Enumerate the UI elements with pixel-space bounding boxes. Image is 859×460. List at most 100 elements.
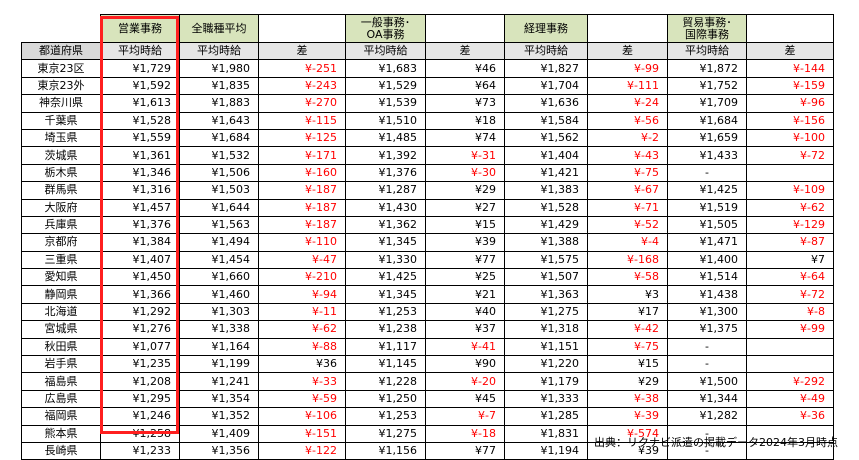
diff-cell: ¥1,704 — [504, 76, 588, 96]
wage-cell: ¥1,235 — [100, 355, 180, 374]
column-header: 平均時給 — [667, 41, 747, 61]
wage-cell: ¥-2 — [587, 128, 668, 148]
prefecture-cell: 埼玉県 — [21, 128, 101, 148]
wage-cell: ¥1,295 — [100, 389, 180, 409]
diff-cell: ¥1,529 — [345, 76, 426, 96]
wage-cell: ¥1,356 — [179, 441, 259, 460]
wage-cell: ¥1,246 — [100, 407, 180, 426]
wage-cell: ¥-87 — [746, 233, 834, 252]
wage-cell: ¥73 — [425, 94, 505, 113]
wage-cell: ¥45 — [425, 389, 505, 409]
wage-cell: ¥-64 — [746, 268, 834, 287]
wage-cell: ¥-72 — [746, 146, 834, 165]
prefecture-cell: 京都府 — [21, 233, 101, 252]
wage-cell: ¥46 — [425, 59, 505, 78]
table-row: 宮城県 ¥1,276 ¥1,338 ¥-62 ¥1,238 ¥37 ¥1,318 ¥-42 ¥1… — [21, 320, 834, 339]
diff-cell: ¥1,363 — [504, 285, 588, 304]
wage-cell: ¥1,494 — [179, 233, 259, 252]
wage-cell: ¥1,457 — [100, 198, 180, 217]
column-header: 差 — [746, 41, 834, 61]
diff-cell: ¥-94 — [258, 285, 346, 304]
diff-cell: ¥1,519 — [667, 198, 747, 217]
wage-cell: ¥7 — [746, 250, 834, 270]
wage-cell: ¥74 — [425, 128, 505, 148]
wage-cell: ¥37 — [425, 320, 505, 339]
wage-cell: ¥1,883 — [179, 94, 259, 113]
diff-cell: ¥1,253 — [345, 407, 426, 426]
wage-cell: ¥-30 — [425, 163, 505, 183]
wage-cell: ¥-18 — [425, 424, 505, 443]
wage-cell: ¥-8 — [746, 302, 834, 322]
prefecture-cell: 群馬県 — [21, 181, 101, 200]
diff-cell: ¥1,345 — [345, 285, 426, 304]
wage-cell: ¥-99 — [587, 59, 668, 78]
table-row: 静岡県 ¥1,366 ¥1,460 ¥-94 ¥1,345 ¥21 ¥1,363 ¥3 ¥1,4… — [21, 285, 834, 304]
diff-cell: ¥1,421 — [504, 163, 588, 183]
wage-cell: ¥-72 — [746, 285, 834, 304]
diff-cell: ¥-270 — [258, 94, 346, 113]
wage-cell: ¥1,276 — [100, 320, 180, 339]
table-body: 営業事務 全職種平均 一般事務･ OA事務 経理事務 貿易事務･ 国際事務 都道府県 平均時給平… — [21, 14, 834, 460]
wage-comparison-table: 営業事務 全職種平均 一般事務･ OA事務 経理事務 貿易事務･ 国際事務 都道府県 平均時給平… — [21, 14, 834, 460]
diff-cell: ¥1,287 — [345, 181, 426, 200]
wage-cell: ¥-39 — [587, 407, 668, 426]
wage-cell: ¥1,559 — [100, 128, 180, 148]
wage-cell: ¥1,592 — [100, 76, 180, 96]
table-row: 東京23区 ¥1,729 ¥1,980 ¥-251 ¥1,683 ¥46 ¥1,827 ¥-9… — [21, 59, 834, 78]
wage-cell: ¥-31 — [425, 146, 505, 165]
diff-cell: ¥1,392 — [345, 146, 426, 165]
wage-cell: ¥1,450 — [100, 268, 180, 287]
wage-cell: ¥-156 — [746, 111, 834, 130]
diff-cell: ¥-171 — [258, 146, 346, 165]
wage-cell: ¥1,164 — [179, 337, 259, 357]
table-row: 秋田県 ¥1,077 ¥1,164 ¥-88 ¥1,117 ¥-41 ¥1,151 ¥-75- — [21, 337, 834, 357]
diff-cell: ¥1,575 — [504, 250, 588, 270]
wage-cell: ¥-58 — [587, 268, 668, 287]
wage-cell: ¥-96 — [746, 94, 834, 113]
wage-cell: ¥1,366 — [100, 285, 180, 304]
wage-cell: ¥27 — [425, 198, 505, 217]
column-header: 平均時給 — [345, 41, 426, 61]
table-row: 埼玉県 ¥1,559 ¥1,684 ¥-125 ¥1,485 ¥74 ¥1,562 ¥-2 ¥1… — [21, 128, 834, 148]
wage-cell: ¥40 — [425, 302, 505, 322]
group-header-cell: 営業事務 — [100, 14, 180, 43]
prefecture-cell: 熊本県 — [21, 424, 101, 443]
group-header-cell: 経理事務 — [504, 14, 588, 43]
diff-cell: ¥-125 — [258, 128, 346, 148]
wage-cell — [746, 355, 834, 374]
diff-cell: ¥1,375 — [667, 320, 747, 339]
wage-cell: ¥-75 — [587, 163, 668, 183]
diff-cell: ¥-187 — [258, 198, 346, 217]
wage-cell: ¥90 — [425, 355, 505, 374]
wage-cell: ¥1,352 — [179, 407, 259, 426]
wage-cell: ¥1,361 — [100, 146, 180, 165]
column-header: 差 — [425, 41, 505, 61]
diff-cell: ¥1,275 — [504, 302, 588, 322]
column-header: 差 — [587, 41, 668, 61]
diff-cell: ¥1,117 — [345, 337, 426, 357]
diff-cell: ¥1,636 — [504, 94, 588, 113]
wage-cell: ¥-4 — [587, 233, 668, 252]
table-row: 熊本県 ¥1,258 ¥1,409 ¥-151 ¥1,275 ¥-18 ¥1,831 ¥-57… — [21, 424, 834, 443]
prefecture-cell: 秋田県 — [21, 337, 101, 357]
table-row: 福島県 ¥1,208 ¥1,241 ¥-33 ¥1,228 ¥-20 ¥1,179 ¥29 ¥1… — [21, 372, 834, 391]
diff-cell: ¥-115 — [258, 111, 346, 130]
wage-cell: ¥1,532 — [179, 146, 259, 165]
wage-cell: ¥-75 — [587, 337, 668, 357]
table-row: 北海道 ¥1,292 ¥1,303 ¥-11 ¥1,253 ¥40 ¥1,275 ¥17 ¥1,… — [21, 302, 834, 322]
prefecture-cell: 宮城県 — [21, 320, 101, 339]
group-header-cell — [746, 14, 834, 43]
diff-cell: - — [667, 163, 747, 183]
prefecture-cell: 東京23外 — [21, 76, 101, 96]
prefecture-cell: 神奈川県 — [21, 94, 101, 113]
wage-cell: ¥-52 — [587, 215, 668, 235]
wage-cell: ¥1,506 — [179, 163, 259, 183]
table-row: 兵庫県 ¥1,376 ¥1,563 ¥-187 ¥1,362 ¥15 ¥1,429 ¥-52 ¥… — [21, 215, 834, 235]
wage-cell: ¥-109 — [746, 181, 834, 200]
diff-cell: ¥-47 — [258, 250, 346, 270]
wage-cell: ¥-100 — [746, 128, 834, 148]
prefecture-cell: 栃木県 — [21, 163, 101, 183]
table-row: 三重県 ¥1,407 ¥1,454 ¥-47 ¥1,330 ¥77 ¥1,575 ¥-168 ¥… — [21, 250, 834, 270]
diff-cell: ¥1,179 — [504, 372, 588, 391]
wage-cell: ¥1,376 — [100, 215, 180, 235]
